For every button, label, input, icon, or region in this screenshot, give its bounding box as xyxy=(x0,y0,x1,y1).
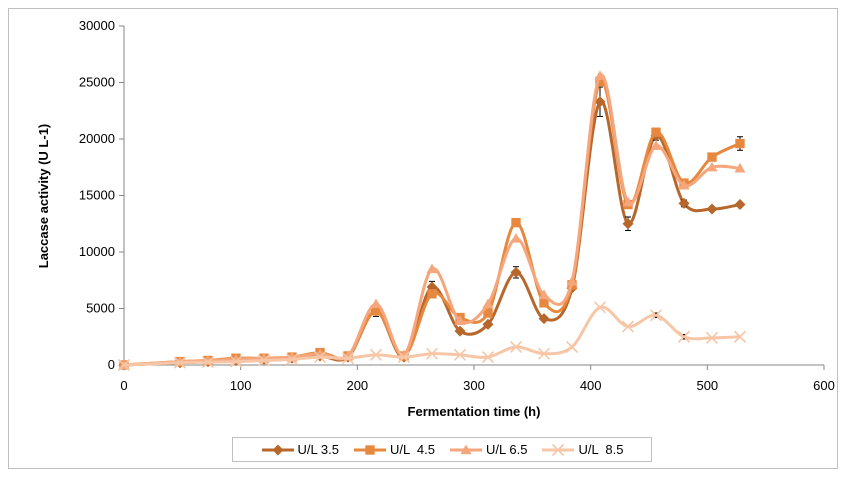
data-point xyxy=(734,162,746,173)
legend-label: U/L 4.5 xyxy=(389,442,435,457)
x-axis-title: Fermentation time (h) xyxy=(408,404,541,419)
series-2 xyxy=(119,76,745,370)
data-point xyxy=(678,179,690,190)
data-point xyxy=(650,140,662,150)
data-point xyxy=(229,355,243,368)
chart-frame xyxy=(8,8,838,469)
legend-entry: U/L 8.5 xyxy=(541,442,623,457)
data-point xyxy=(369,348,383,361)
legend-label: U/L 6.5 xyxy=(486,442,528,457)
data-point xyxy=(678,197,690,209)
y-tick-label: 15000 xyxy=(79,188,115,203)
data-point xyxy=(257,354,271,367)
data-point xyxy=(511,217,521,228)
y-axis-title: Laccase activity (U L-1) xyxy=(36,124,51,269)
data-point xyxy=(453,348,467,361)
series-line xyxy=(123,79,741,367)
data-point xyxy=(425,347,439,360)
data-point xyxy=(482,318,494,330)
data-point xyxy=(538,289,550,300)
y-tick-label: 20000 xyxy=(79,131,115,146)
data-point xyxy=(706,161,718,172)
data-point xyxy=(735,138,745,149)
data-point xyxy=(706,203,718,215)
data-point xyxy=(481,351,495,364)
y-tick-label: 25000 xyxy=(79,75,115,90)
legend-swatch xyxy=(450,444,482,454)
data-point xyxy=(313,351,327,364)
data-point xyxy=(595,76,605,87)
data-point xyxy=(117,358,131,372)
data-point xyxy=(651,127,661,137)
data-point xyxy=(705,331,719,344)
data-point xyxy=(454,315,466,326)
data-point xyxy=(371,306,381,316)
x-tick-label: 300 xyxy=(463,378,485,393)
x-tick-label: 600 xyxy=(813,378,835,393)
legend-entry: U/L 4.5 xyxy=(353,442,435,457)
legend-swatch xyxy=(542,443,575,456)
data-point xyxy=(593,301,607,314)
axes: 0 5000 10000 15000 20000 25000 30000 0 100 200 300… xyxy=(79,18,835,393)
x-tick-label: 100 xyxy=(230,378,252,393)
data-point xyxy=(173,356,187,369)
data-point xyxy=(538,313,550,325)
data-point xyxy=(341,352,355,365)
series-layer xyxy=(117,70,747,372)
data-point xyxy=(426,263,438,274)
data-point xyxy=(594,70,606,80)
series-3 xyxy=(118,70,746,370)
data-point xyxy=(733,330,747,343)
series-line xyxy=(123,100,741,367)
y-tick-label: 30000 xyxy=(79,18,115,33)
data-point xyxy=(201,356,215,369)
legend-label: U/L 8.5 xyxy=(578,442,624,457)
data-point xyxy=(565,340,579,353)
y-tick-label: 10000 xyxy=(79,244,115,259)
y-tick-label: 5000 xyxy=(86,301,115,316)
x-tick-label: 0 xyxy=(120,378,127,393)
y-tick-label: 0 xyxy=(108,357,115,372)
x-tick-label: 500 xyxy=(696,378,718,393)
data-point xyxy=(510,232,522,243)
data-point xyxy=(482,298,494,309)
data-point xyxy=(539,298,549,308)
legend-swatch xyxy=(353,444,386,455)
x-tick-label: 200 xyxy=(346,378,368,393)
legend-entry: U/L 3.5 xyxy=(261,442,339,457)
data-point xyxy=(621,320,635,333)
data-point xyxy=(734,199,746,211)
legend: U/L 3.5 U/L 4.5 U/L 6.5 U/L 8.5 xyxy=(232,437,652,462)
x-tick-label: 400 xyxy=(580,378,602,393)
data-point xyxy=(370,298,382,309)
series-4 xyxy=(117,301,747,372)
series-line xyxy=(123,73,741,367)
data-point xyxy=(397,351,411,364)
legend-swatch xyxy=(261,444,294,455)
legend-label: U/L 3.5 xyxy=(297,442,339,457)
legend-entry: U/L 6.5 xyxy=(449,442,527,457)
data-point xyxy=(427,289,437,299)
data-point xyxy=(285,353,299,366)
data-point xyxy=(622,218,634,230)
data-point xyxy=(707,152,717,162)
data-point xyxy=(509,340,523,353)
data-point xyxy=(649,309,663,322)
series-line xyxy=(123,305,741,367)
data-point xyxy=(594,96,606,108)
data-point xyxy=(454,325,466,337)
data-point xyxy=(537,347,551,360)
data-point xyxy=(677,330,691,343)
data-point xyxy=(566,275,578,286)
data-point xyxy=(622,196,634,207)
data-point xyxy=(510,266,522,278)
data-point xyxy=(483,308,493,318)
